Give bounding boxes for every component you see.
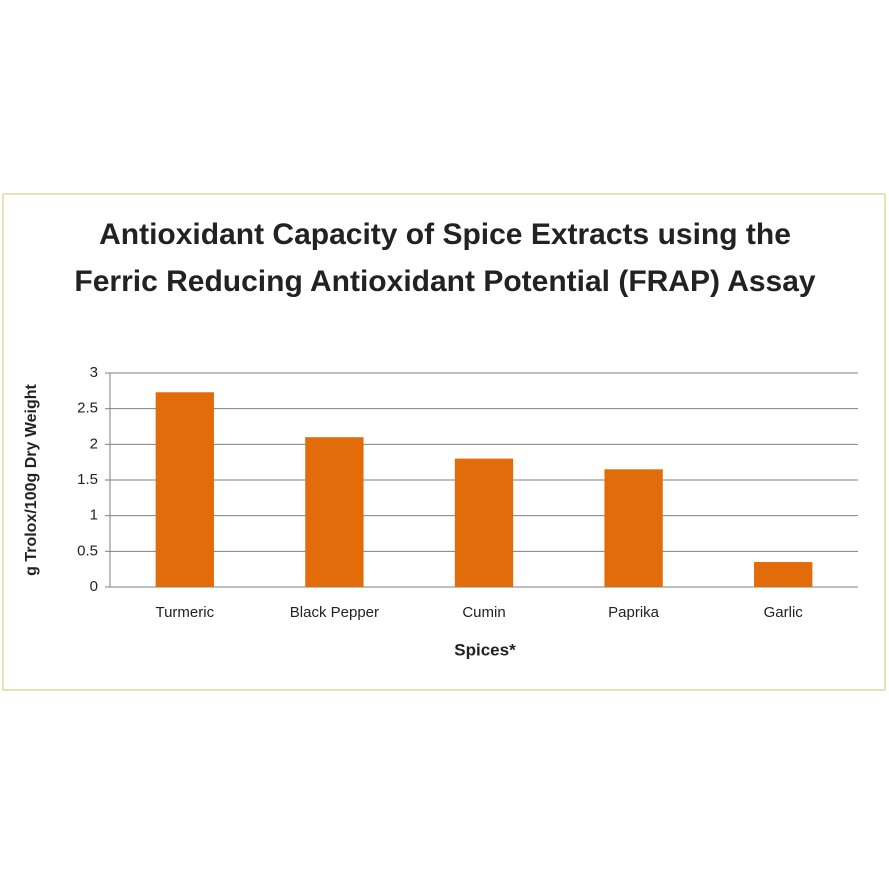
bar <box>754 562 813 587</box>
y-tick-label: 1.5 <box>77 471 98 488</box>
bar <box>155 392 214 587</box>
y-tick-label: 2 <box>90 435 98 452</box>
y-tick-label: 0.5 <box>77 542 98 559</box>
bar <box>604 469 663 587</box>
y-tick-label: 2.5 <box>77 400 98 417</box>
x-tick-label: Cumin <box>462 604 505 621</box>
y-tick-label: 3 <box>90 364 98 381</box>
bar <box>305 437 364 587</box>
x-tick-label: Garlic <box>764 604 804 621</box>
y-axis-label: g Trolox/100g Dry Weight <box>23 383 40 575</box>
y-tick-label: 0 <box>90 578 98 595</box>
x-tick-label: Black Pepper <box>290 604 379 621</box>
x-axis-label: Spices* <box>454 640 516 659</box>
y-tick-label: 1 <box>90 507 98 524</box>
chart-frame <box>2 193 886 691</box>
x-tick-label: Turmeric <box>155 604 214 621</box>
bar <box>454 458 514 587</box>
x-tick-label: Paprika <box>608 604 660 621</box>
chart-title: Antioxidant Capacity of Spice Extracts u… <box>74 218 816 298</box>
